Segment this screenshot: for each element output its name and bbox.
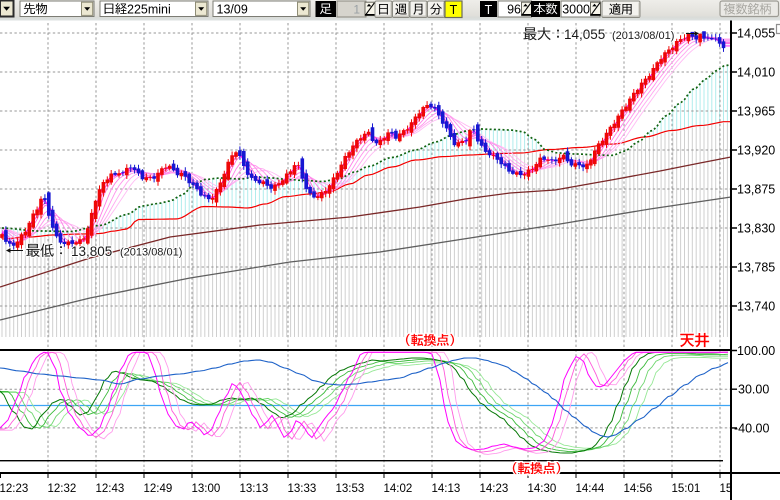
- svg-text:14,055: 14,055: [564, 27, 605, 42]
- svg-text:14:23: 14:23: [480, 483, 509, 495]
- svg-text:13:00: 13:00: [192, 483, 221, 495]
- svg-text:T: T: [485, 3, 493, 17]
- svg-text:-40.00: -40.00: [734, 421, 769, 435]
- svg-text:13:13: 13:13: [240, 483, 269, 495]
- svg-text:14:44: 14:44: [576, 483, 605, 495]
- svg-text:13,805: 13,805: [71, 244, 112, 259]
- svg-text:14:56: 14:56: [624, 483, 653, 495]
- svg-text:12:43: 12:43: [96, 483, 125, 495]
- svg-text:13,830: 13,830: [737, 222, 775, 236]
- svg-text:13,740: 13,740: [737, 300, 775, 314]
- svg-text:12:23: 12:23: [0, 483, 28, 495]
- svg-text:15: 15: [720, 483, 733, 495]
- svg-text:14:02: 14:02: [384, 483, 413, 495]
- svg-text:13/09: 13/09: [217, 2, 248, 16]
- svg-text:100.00: 100.00: [737, 344, 775, 358]
- svg-text:1: 1: [353, 3, 360, 17]
- svg-text:14,055: 14,055: [737, 27, 775, 41]
- svg-text:14:30: 14:30: [528, 483, 557, 495]
- svg-text:12:49: 12:49: [144, 483, 173, 495]
- svg-text:13,875: 13,875: [737, 183, 775, 197]
- svg-text:3000: 3000: [562, 3, 590, 17]
- svg-text:(2013/08/01): (2013/08/01): [120, 246, 182, 258]
- svg-text:(2013/08/01): (2013/08/01): [612, 30, 674, 42]
- svg-text:14,010: 14,010: [737, 66, 775, 80]
- svg-text:13,785: 13,785: [737, 261, 775, 275]
- svg-text:15:01: 15:01: [672, 483, 701, 495]
- svg-text:225mini: 225mini: [127, 2, 171, 16]
- svg-text:12:32: 12:32: [48, 483, 77, 495]
- svg-text:30.00: 30.00: [738, 383, 769, 397]
- svg-text:14:13: 14:13: [432, 483, 461, 495]
- svg-text:13,920: 13,920: [737, 144, 775, 158]
- svg-text:T: T: [450, 3, 458, 17]
- svg-text:13,965: 13,965: [737, 105, 775, 119]
- svg-text:13:33: 13:33: [288, 483, 317, 495]
- svg-text:13:53: 13:53: [336, 483, 365, 495]
- svg-text:96: 96: [507, 3, 521, 17]
